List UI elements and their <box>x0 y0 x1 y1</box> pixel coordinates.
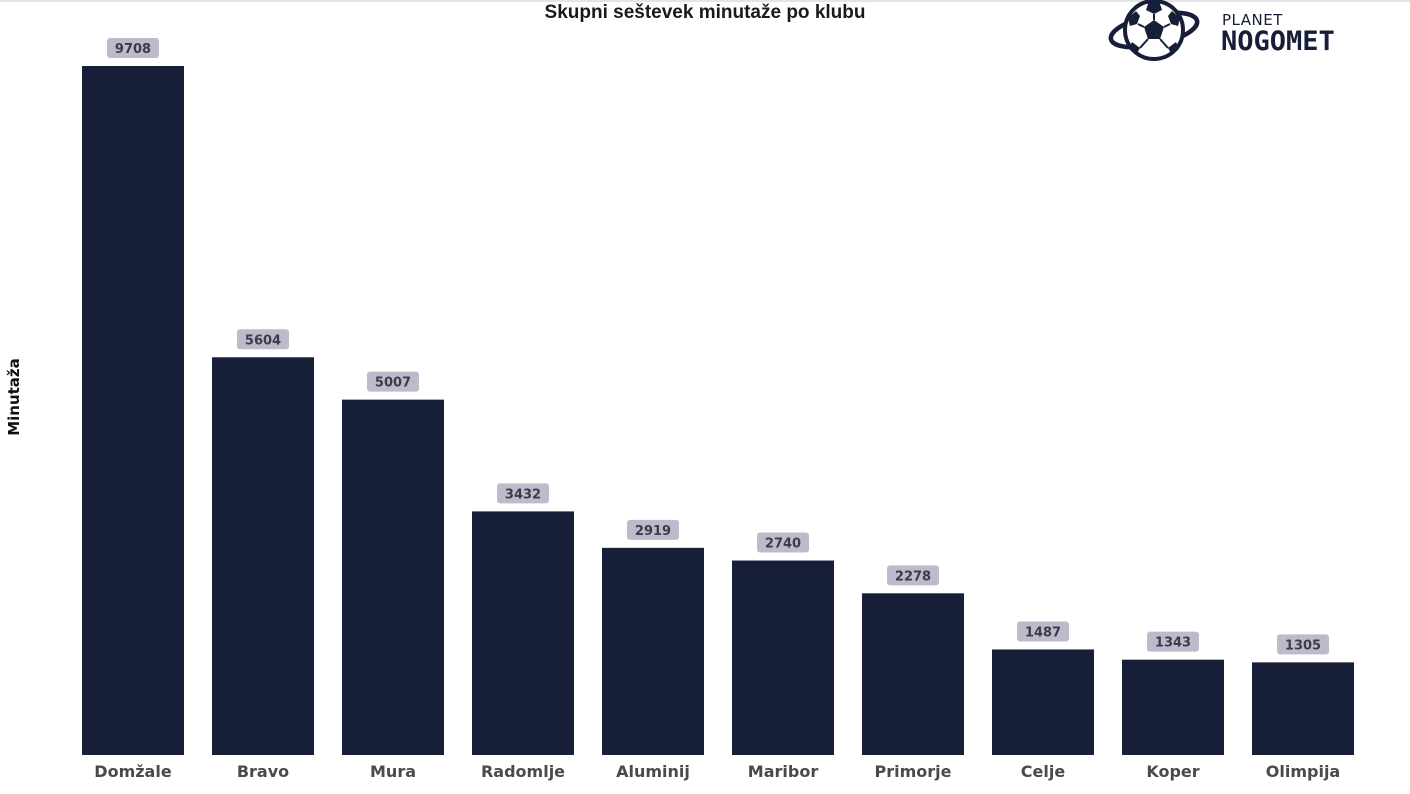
data-label-bg <box>887 565 939 586</box>
x-tick-label: Aluminij <box>616 762 690 781</box>
x-tick-label: Bravo <box>237 762 289 781</box>
data-label-bg <box>757 532 809 553</box>
data-label: 1343 <box>1155 636 1191 651</box>
x-tick-label: Celje <box>1021 762 1066 781</box>
x-tick-label: Radomlje <box>481 762 565 781</box>
data-label-bg <box>1147 631 1199 652</box>
chart-title: Skupni seštevek minutaže po klubu <box>544 2 866 23</box>
x-tick-label: Domžale <box>94 762 172 781</box>
bar-maribor <box>732 560 834 755</box>
data-label-bg <box>497 483 549 504</box>
data-label-bg <box>237 329 289 350</box>
data-label-bg <box>1277 634 1329 655</box>
data-label: 5007 <box>375 376 411 391</box>
bar-domžale <box>82 66 184 755</box>
x-tick-label: Koper <box>1146 762 1199 781</box>
bar-mura <box>342 399 444 755</box>
bar-olimpija <box>1252 662 1354 755</box>
data-label-bg <box>107 38 159 58</box>
x-tick-label: Mura <box>370 762 416 781</box>
logo-text-planet: PLANET <box>1222 11 1283 29</box>
data-label-bg <box>1017 621 1069 642</box>
bar-aluminij <box>602 547 704 755</box>
top-border <box>0 0 1410 2</box>
data-label: 2919 <box>635 524 671 539</box>
x-tick-label: Primorje <box>875 762 952 781</box>
data-label: 5604 <box>245 333 281 348</box>
soccer-ball-logo-icon <box>1108 0 1200 61</box>
data-label: 2278 <box>895 569 931 584</box>
data-label-bg <box>367 371 419 392</box>
x-tick-label: Olimpija <box>1266 762 1340 781</box>
x-tick-label: Maribor <box>748 762 819 781</box>
data-label-bg <box>627 519 679 540</box>
bar-radomlje <box>472 511 574 755</box>
logo-text-nogomet: NOGOMET <box>1221 26 1335 57</box>
data-label: 1487 <box>1025 625 1061 640</box>
bar-bravo <box>212 357 314 755</box>
data-label: 2740 <box>765 537 801 552</box>
data-label: 1305 <box>1285 638 1321 653</box>
bar-celje <box>992 649 1094 755</box>
data-label: 9708 <box>115 42 151 57</box>
data-label: 3432 <box>505 487 541 502</box>
bar-koper <box>1122 659 1224 755</box>
bar-primorje <box>862 593 964 755</box>
